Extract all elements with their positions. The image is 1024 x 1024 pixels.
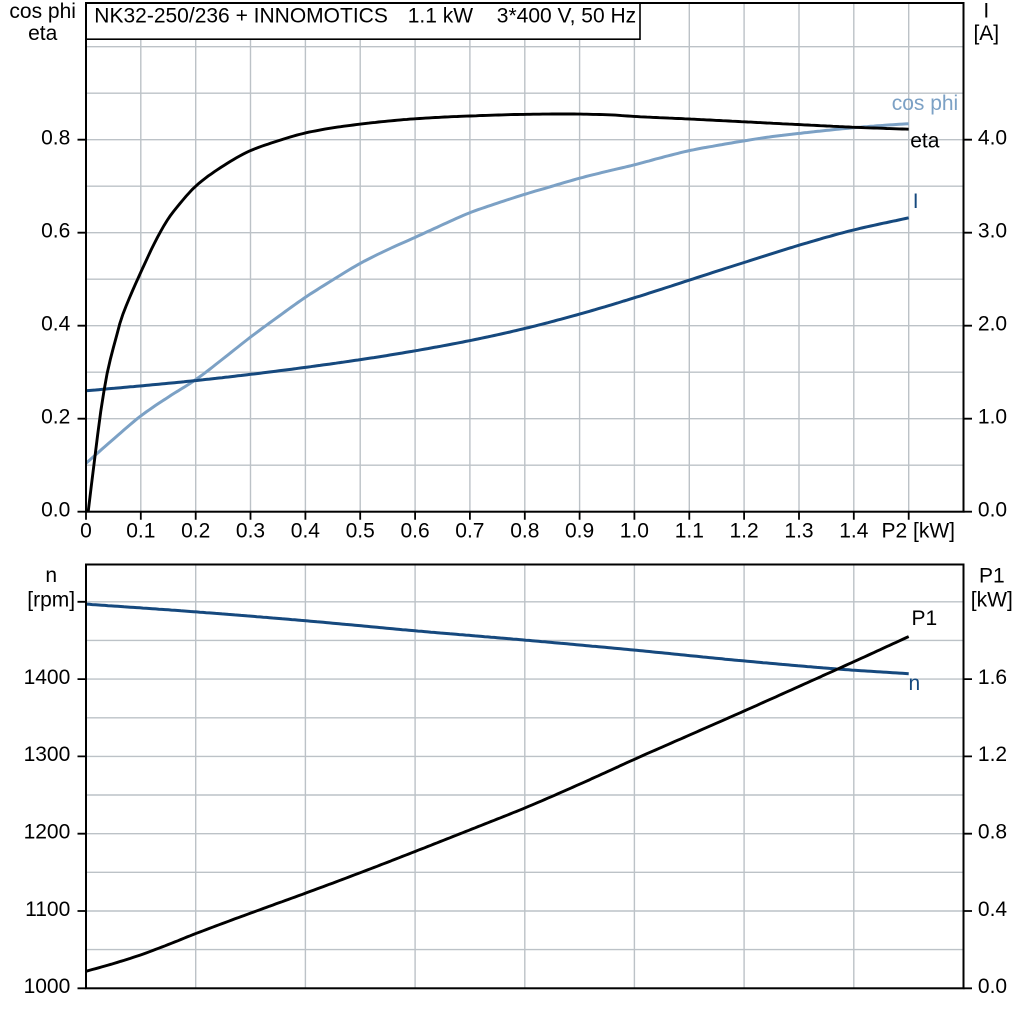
svg-text:0.8: 0.8: [510, 520, 539, 543]
svg-text:[kW]: [kW]: [971, 588, 1013, 611]
svg-text:NK32-250/236 + INNOMOTICS: NK32-250/236 + INNOMOTICS: [94, 4, 388, 27]
svg-text:0: 0: [80, 520, 92, 543]
svg-text:1.1 kW: 1.1 kW: [408, 4, 474, 27]
svg-text:0.5: 0.5: [346, 520, 375, 543]
svg-text:1.0: 1.0: [620, 520, 649, 543]
svg-text:0.6: 0.6: [400, 520, 429, 543]
svg-text:0.6: 0.6: [41, 220, 70, 243]
svg-text:1.0: 1.0: [978, 406, 1007, 429]
svg-text:1000: 1000: [24, 975, 71, 998]
svg-text:1.2: 1.2: [978, 743, 1007, 766]
svg-text:I: I: [983, 0, 989, 23]
svg-text:n: n: [45, 564, 57, 587]
svg-text:1300: 1300: [24, 743, 71, 766]
svg-text:[A]: [A]: [973, 22, 999, 45]
svg-text:0.0: 0.0: [978, 975, 1007, 998]
svg-text:[rpm]: [rpm]: [27, 589, 75, 612]
svg-text:0.0: 0.0: [978, 499, 1007, 522]
svg-text:eta: eta: [910, 130, 940, 153]
svg-text:0.8: 0.8: [41, 127, 70, 150]
svg-text:0.4: 0.4: [291, 520, 321, 543]
svg-text:1200: 1200: [24, 821, 71, 844]
svg-text:1100: 1100: [25, 898, 70, 921]
svg-text:0.1: 0.1: [126, 520, 155, 543]
svg-text:0.0: 0.0: [41, 499, 70, 522]
svg-text:1.3: 1.3: [784, 520, 813, 543]
svg-text:3*400 V, 50 Hz: 3*400 V, 50 Hz: [497, 4, 636, 27]
svg-text:0.8: 0.8: [978, 821, 1007, 844]
svg-text:n: n: [909, 672, 921, 695]
svg-text:cos phi: cos phi: [892, 92, 959, 115]
svg-text:1.6: 1.6: [978, 666, 1007, 689]
svg-text:P2 [kW]: P2 [kW]: [882, 520, 956, 543]
svg-text:0.3: 0.3: [236, 520, 265, 543]
svg-text:1.2: 1.2: [729, 520, 758, 543]
svg-text:P1: P1: [979, 564, 1005, 587]
svg-text:1400: 1400: [24, 666, 71, 689]
svg-text:1.1: 1.1: [675, 520, 704, 543]
svg-text:eta: eta: [28, 22, 58, 45]
svg-text:cos phi: cos phi: [9, 0, 76, 23]
svg-text:4.0: 4.0: [978, 127, 1007, 150]
svg-text:0.9: 0.9: [565, 520, 594, 543]
svg-text:P1: P1: [912, 607, 938, 630]
svg-text:3.0: 3.0: [978, 220, 1007, 243]
svg-text:1.4: 1.4: [839, 520, 869, 543]
svg-text:0.4: 0.4: [41, 313, 71, 336]
svg-text:0.2: 0.2: [41, 406, 70, 429]
svg-text:I: I: [913, 190, 919, 213]
svg-text:2.0: 2.0: [978, 313, 1007, 336]
svg-text:0.4: 0.4: [978, 898, 1008, 921]
svg-text:0.7: 0.7: [455, 520, 484, 543]
svg-text:0.2: 0.2: [181, 520, 210, 543]
